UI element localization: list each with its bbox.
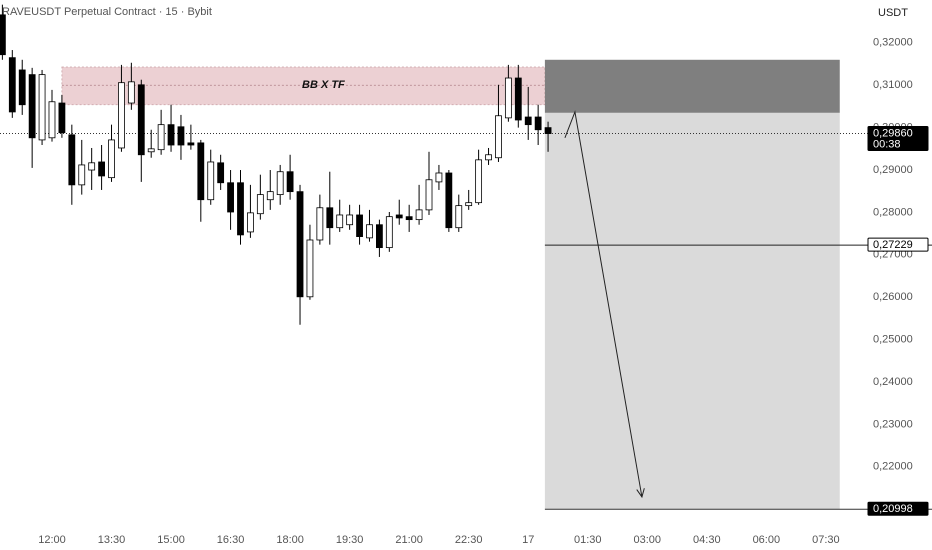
axis-unit: USDT <box>878 7 908 19</box>
candle-body <box>336 214 344 229</box>
candle-body <box>425 179 433 211</box>
candle-body <box>524 116 532 126</box>
candle-body <box>306 239 314 298</box>
x-tick-label: 04:30 <box>693 534 721 546</box>
candle-body <box>395 214 403 219</box>
x-tick-label: 17 <box>522 534 534 546</box>
x-tick-label: 18:00 <box>276 534 304 546</box>
candle-body <box>0 14 6 56</box>
y-tick-label: 0,32000 <box>873 37 913 49</box>
candle-body <box>237 182 244 236</box>
candle-body <box>137 84 145 156</box>
y-tick-label: 0,22000 <box>873 461 913 473</box>
x-tick-label: 12:00 <box>38 534 66 546</box>
x-tick-label: 15:00 <box>157 534 185 546</box>
y-tick-label: 0,31000 <box>873 79 913 91</box>
y-tick-label: 0,24000 <box>873 376 913 388</box>
candle-body <box>217 162 225 184</box>
candle-body <box>366 224 373 239</box>
candle-body <box>8 57 16 113</box>
x-tick-label: 07:30 <box>812 534 840 546</box>
candle-body <box>147 148 155 153</box>
candle-body <box>187 142 195 146</box>
y-tick-label: 0,25000 <box>873 334 913 346</box>
candle-body <box>376 224 383 249</box>
candle-body <box>98 161 105 177</box>
candle-body <box>296 191 304 298</box>
candle-body <box>118 82 125 149</box>
candle-body <box>465 202 473 207</box>
candle-body <box>504 77 512 119</box>
hline-label-text: 0,27229 <box>873 239 913 251</box>
candle-body <box>127 81 135 104</box>
hline-label-box <box>867 237 929 252</box>
position-target <box>544 112 840 510</box>
arrow-path <box>564 110 643 498</box>
candle-body <box>167 124 175 146</box>
target-label-text: 0,20998 <box>873 503 913 515</box>
candle-body <box>207 161 215 201</box>
candle-body <box>48 101 56 139</box>
candle-body <box>475 159 483 204</box>
x-tick-label: 01:30 <box>574 534 602 546</box>
last-price-label-countdown: 00:38 <box>873 138 901 150</box>
x-tick-label: 22:30 <box>455 534 483 546</box>
x-tick-label: 16:30 <box>217 534 245 546</box>
x-tick-label: 21:00 <box>395 534 423 546</box>
candle-body <box>256 194 264 215</box>
candle-body <box>88 162 96 171</box>
candle-body <box>276 171 284 196</box>
candle-body <box>58 102 66 134</box>
arrow-head <box>636 488 645 499</box>
candle-body <box>415 209 423 221</box>
candle-body <box>157 124 165 151</box>
last-price-label-box <box>867 126 929 152</box>
candle-body <box>28 74 36 139</box>
y-tick-label: 0,28000 <box>873 206 913 218</box>
y-tick-label: 0,27000 <box>873 249 913 261</box>
candle-body <box>227 182 234 213</box>
y-tick-label: 0,26000 <box>873 291 913 303</box>
candle-body <box>177 126 185 146</box>
candle-body <box>435 172 443 183</box>
candle-body <box>326 207 334 229</box>
y-tick-label: 0,23000 <box>873 418 913 430</box>
candle-body <box>445 172 453 229</box>
candle-body <box>247 212 254 233</box>
last-price-label-text: 0,29860 <box>873 127 913 139</box>
candle-body <box>108 139 115 179</box>
candle-body <box>455 205 463 229</box>
y-tick-label: 0,29000 <box>873 164 913 176</box>
candle-body <box>356 214 363 237</box>
target-label-box <box>867 501 929 516</box>
candle-body <box>38 74 46 141</box>
x-tick-label: 06:00 <box>753 534 781 546</box>
x-tick-label: 19:30 <box>336 534 364 546</box>
candle-body <box>78 164 86 186</box>
zone-label: BB X TF <box>302 79 345 91</box>
candle-body <box>485 154 492 161</box>
candle-body <box>495 115 502 159</box>
candle-body <box>385 216 393 249</box>
candle-body <box>197 142 205 201</box>
x-tick-label: 13:30 <box>98 534 126 546</box>
candle-body <box>316 207 324 241</box>
x-tick-label: 03:00 <box>634 534 662 546</box>
candle-body <box>514 77 522 121</box>
candle-body <box>266 191 274 201</box>
candle-body <box>346 214 354 226</box>
candle-body <box>286 171 294 193</box>
candle-body <box>68 134 76 186</box>
candle-body <box>534 116 542 131</box>
chart-title: RAVEUSDT Perpetual Contract · 15 · Bybit <box>2 6 212 18</box>
position-stop <box>544 59 840 113</box>
candle-body <box>18 69 26 106</box>
candle-body <box>544 127 552 134</box>
candle-body <box>405 216 413 221</box>
